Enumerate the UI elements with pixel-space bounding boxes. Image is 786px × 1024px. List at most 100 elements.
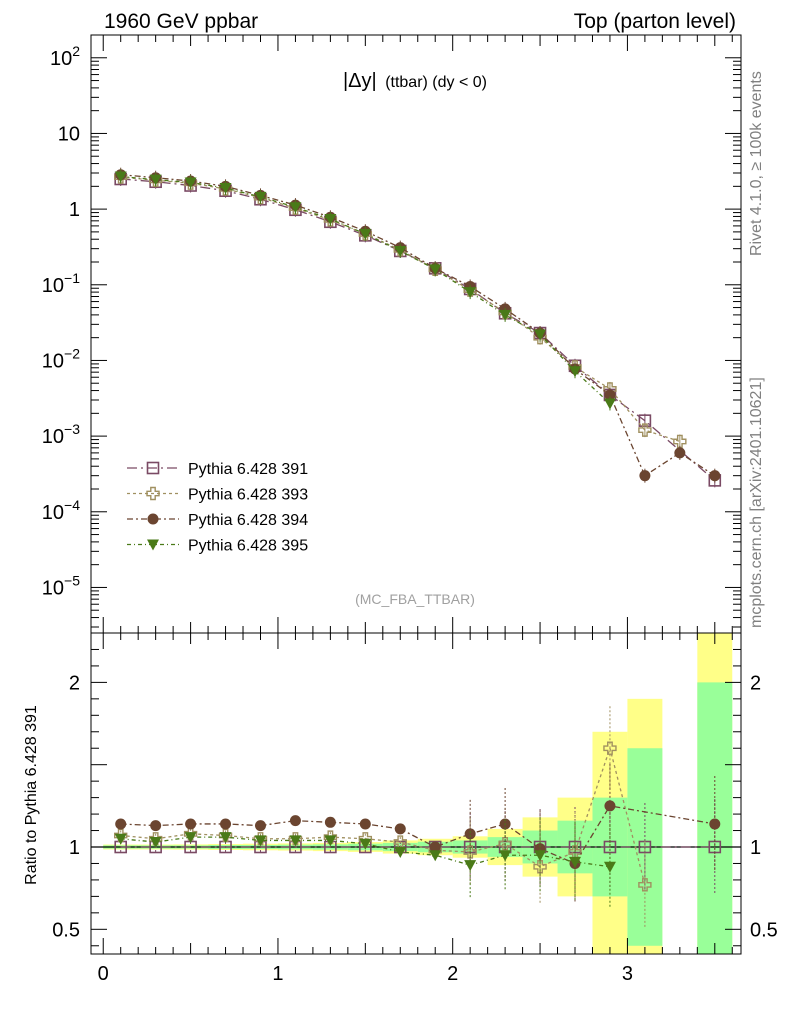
- ratio-point: [463, 845, 477, 859]
- ratio-point: [149, 837, 162, 849]
- data-point: [603, 398, 616, 410]
- ratio-point: [359, 838, 372, 850]
- data-point: [289, 202, 302, 214]
- ratio-point: [254, 820, 266, 832]
- ratio-axis-label: Ratio to Pythia 6.428 391: [23, 705, 40, 885]
- plot-title: |Δy| (ttbar) (dy < 0): [343, 70, 487, 92]
- y-tick-label: 10−5: [42, 572, 80, 599]
- ratio-point: [359, 818, 371, 830]
- ratio-point: [254, 835, 267, 847]
- ratio-frame: [90, 632, 742, 955]
- ratio-point: [148, 832, 163, 846]
- ratio-point: [603, 861, 616, 873]
- ratio-point: [115, 818, 127, 830]
- ratio-point: [534, 850, 547, 862]
- ratio-tick-label-right: 0.5: [750, 919, 778, 941]
- ratio-point: [114, 828, 128, 843]
- y-tick-label: 10−2: [42, 345, 80, 372]
- data-point: [429, 264, 442, 276]
- ratio-point: [394, 846, 407, 858]
- ratio-tick-label: 1: [69, 837, 80, 859]
- ratio-point: [220, 818, 232, 830]
- ratio-point: [429, 850, 442, 862]
- main-panel: 102 10 1 10−1 10−2 10−3 10−4 10−5: [42, 34, 742, 634]
- ratio-point: [114, 833, 127, 845]
- series-line: [120, 175, 611, 404]
- y-tick-label: 10−3: [42, 421, 80, 448]
- ratio-point: [150, 820, 162, 832]
- ratio-series-line: [120, 805, 715, 865]
- legend: Pythia 6.428 391 Pythia 6.428 393 Pythia 6…: [127, 461, 308, 555]
- legend-marker: [147, 539, 159, 551]
- data-point: [709, 470, 721, 482]
- ratio-bands: [91, 633, 741, 954]
- x-tick-label: 1: [272, 963, 283, 985]
- ratio-band-inner: [697, 682, 733, 954]
- ratio-tick-label-right: 2: [750, 672, 761, 694]
- data-point: [394, 245, 407, 257]
- ratio-point: [604, 800, 616, 812]
- data-point: [184, 177, 197, 189]
- data-point: [674, 447, 686, 459]
- data-point: [569, 366, 582, 378]
- data-point: [149, 174, 162, 186]
- y-tick-label: 1: [69, 199, 80, 221]
- data-point: [254, 191, 267, 203]
- plot-title-rest: (ttbar) (dy < 0): [385, 74, 487, 91]
- ratio-point: [394, 823, 406, 835]
- ratio-tick-label-right: 1: [750, 837, 761, 859]
- ratio-point: [603, 741, 617, 755]
- ratio-panel: 2 2 1 1 0.5 0.5: [52, 632, 778, 955]
- data-point: [639, 470, 651, 482]
- ratio-point: [289, 835, 302, 847]
- x-tick-label: 3: [622, 963, 633, 985]
- ratio-tick-label: 0.5: [52, 919, 80, 941]
- ratio-point: [289, 815, 301, 827]
- ratio-point: [638, 878, 652, 892]
- ratio-point: [569, 856, 582, 868]
- ratio-ticks: 2 2 1 1 0.5 0.5: [52, 632, 778, 954]
- ratio-point: [185, 818, 197, 830]
- ratio-point: [464, 828, 476, 840]
- header-right-text: Top (parton level): [574, 10, 736, 33]
- series-line: [120, 176, 681, 443]
- ratio-point: [498, 837, 512, 851]
- data-point: [534, 329, 547, 341]
- main-ticks: 102 10 1 10−1 10−2 10−3 10−4 10−5: [42, 34, 741, 633]
- legend-marker: [146, 461, 160, 475]
- legend-label: Pythia 6.428 395: [188, 538, 308, 555]
- main-marks: [114, 167, 722, 488]
- data-point: [673, 434, 687, 449]
- y-tick-label: 10−4: [42, 497, 80, 524]
- ratio-point: [464, 860, 477, 872]
- mcplots-url-label: mcplots.cern.ch [arXiv:2401.10621]: [748, 377, 765, 628]
- ratio-point: [324, 835, 337, 847]
- data-point: [464, 287, 477, 299]
- ratio-point: [324, 816, 336, 828]
- legend-label: Pythia 6.428 391: [188, 461, 308, 478]
- ratio-point: [533, 860, 547, 874]
- data-point: [324, 214, 337, 226]
- x-axis-labels: 0 1 2 3: [98, 963, 633, 985]
- ratio-tick-label: 2: [69, 672, 80, 694]
- ratio-point: [709, 818, 721, 830]
- ratio-point: [499, 850, 512, 862]
- legend-marker: [146, 486, 160, 501]
- x-tick-label: 2: [447, 963, 458, 985]
- ratio-point: [183, 827, 198, 841]
- y-tick-label: 10: [58, 123, 80, 145]
- rivet-version-label: Rivet 4.1.0, ≥ 100k events: [748, 71, 765, 256]
- data-point: [114, 171, 127, 183]
- x-tick-label: 0: [98, 963, 109, 985]
- header-left-text: 1960 GeV ppbar: [104, 10, 258, 33]
- ratio-point: [323, 830, 338, 844]
- ratio-marks: [114, 706, 722, 929]
- data-point: [219, 183, 232, 195]
- data-point: [638, 423, 652, 437]
- plot-title-symbol: |Δy|: [343, 70, 377, 92]
- analysis-watermark: (MC_FBA_TTBAR): [355, 591, 475, 607]
- y-tick-label: 102: [50, 43, 80, 70]
- legend-label: Pythia 6.428 394: [188, 512, 308, 529]
- series-line: [120, 178, 716, 481]
